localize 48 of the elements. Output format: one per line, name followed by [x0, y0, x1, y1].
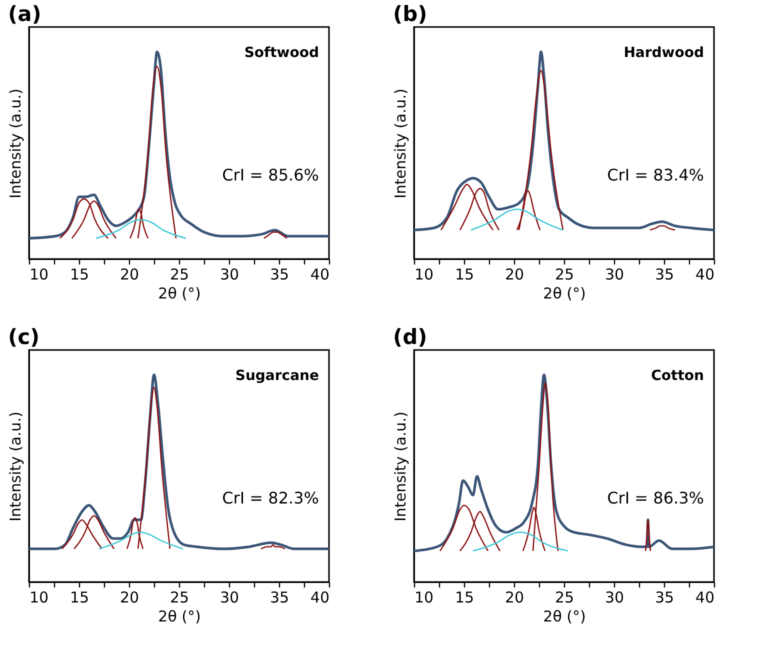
x-tick-label: 20 [120, 588, 140, 606]
x-tick-label: 35 [270, 266, 290, 284]
x-tick-label: 25 [554, 588, 574, 606]
x-tick-label: 40 [310, 266, 330, 284]
x-tick-label: 20 [120, 266, 140, 284]
x-tick-label: 20 [504, 588, 524, 606]
x-tick-label: 10 [414, 588, 434, 606]
annotation: Cotton [651, 368, 704, 384]
y-axis-title: Intensity (a.u.) [392, 88, 410, 198]
x-tick-label: 15 [454, 266, 474, 284]
annotation: Softwood [244, 45, 319, 61]
x-tick-label: 30 [220, 588, 240, 606]
x-tick-label: 35 [654, 266, 674, 284]
x-tick-label: 20 [504, 266, 524, 284]
x-axis-title: 2θ (°) [158, 284, 201, 302]
y-axis-title: Intensity (a.u.) [392, 412, 410, 522]
x-axis-title: 2θ (°) [158, 608, 201, 626]
annotation: Hardwood [624, 45, 704, 61]
annotation: CrI = 83.4% [607, 165, 704, 184]
x-tick-label: 35 [270, 588, 290, 606]
chart-title: (b) [393, 2, 428, 26]
x-tick-label: 10 [414, 266, 434, 284]
x-tick-label: 40 [310, 588, 330, 606]
x-tick-label: 30 [220, 266, 240, 284]
x-tick-label: 15 [454, 588, 474, 606]
annotation: Sugarcane [235, 368, 319, 384]
chart-title: (d) [393, 325, 428, 349]
x-tick-label: 10 [30, 266, 49, 284]
annotation: CrI = 86.3% [607, 488, 704, 508]
x-tick-label: 40 [695, 588, 714, 606]
x-tick-label: 15 [70, 266, 90, 284]
x-tick-label: 25 [170, 266, 190, 284]
annotation: CrI = 82.3% [222, 488, 319, 508]
x-axis-title: 2θ (°) [543, 284, 586, 302]
x-tick-label: 30 [604, 588, 624, 606]
x-tick-label: 25 [170, 588, 190, 606]
x-tick-label: 25 [554, 266, 574, 284]
x-tick-label: 35 [654, 588, 674, 606]
x-axis-title: 2θ (°) [543, 608, 586, 626]
x-tick-label: 15 [70, 588, 90, 606]
chart-title: (c) [8, 325, 40, 349]
x-tick-label: 30 [604, 266, 624, 284]
annotation: CrI = 85.6% [222, 165, 319, 184]
y-axis-title: Intensity (a.u.) [6, 88, 24, 198]
x-tick-label: 10 [30, 588, 49, 606]
y-axis-title: Intensity (a.u.) [6, 412, 24, 522]
x-tick-label: 40 [695, 266, 714, 284]
chart-title: (a) [8, 2, 42, 26]
